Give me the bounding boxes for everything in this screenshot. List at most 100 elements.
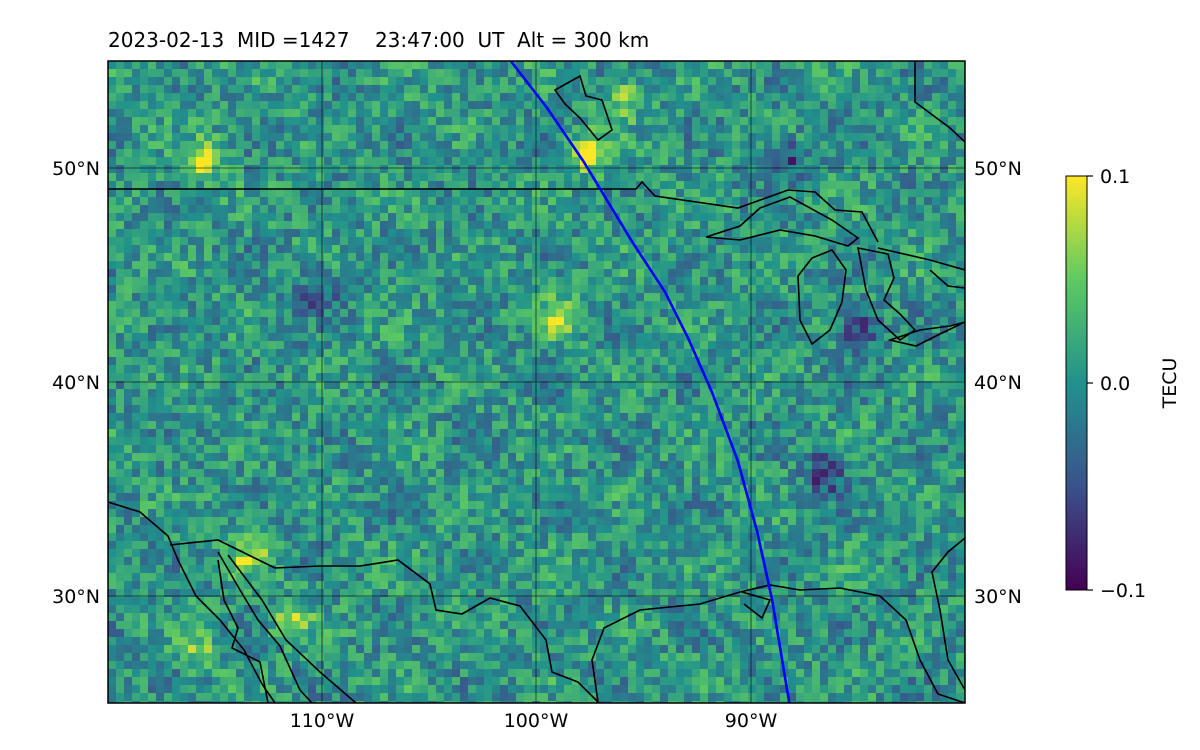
heatmap-cell xyxy=(308,357,317,366)
heatmap-cell xyxy=(404,261,413,270)
heatmap-cell xyxy=(132,133,141,142)
heatmap-cell xyxy=(500,301,509,310)
heatmap-cell xyxy=(460,421,469,430)
heatmap-cell xyxy=(940,381,949,390)
heatmap-cell xyxy=(932,405,941,414)
heatmap-cell xyxy=(340,245,349,254)
heatmap-cell xyxy=(780,357,789,366)
heatmap-cell xyxy=(116,269,125,278)
heatmap-cell xyxy=(148,237,157,246)
heatmap-cell xyxy=(740,149,749,158)
heatmap-cell xyxy=(132,157,141,166)
heatmap-cell xyxy=(836,397,845,406)
heatmap-cell xyxy=(276,373,285,382)
heatmap-cell xyxy=(644,213,653,222)
heatmap-cell xyxy=(420,165,429,174)
heatmap-cell xyxy=(228,381,237,390)
heatmap-cell xyxy=(588,389,597,398)
heatmap-cell xyxy=(412,325,421,334)
heatmap-cell xyxy=(324,277,333,286)
heatmap-cell xyxy=(748,277,757,286)
heatmap-cell xyxy=(124,341,133,350)
heatmap-cell xyxy=(204,325,213,334)
heatmap-cell xyxy=(596,61,605,70)
heatmap-cell xyxy=(820,109,829,118)
heatmap-cell xyxy=(636,85,645,94)
heatmap-cell xyxy=(948,197,957,206)
heatmap-cell xyxy=(500,93,509,102)
heatmap-cell xyxy=(580,61,589,70)
heatmap-cell xyxy=(220,189,229,198)
heatmap-cell xyxy=(804,93,813,102)
heatmap-cell xyxy=(892,109,901,118)
heatmap-cell xyxy=(132,349,141,358)
heatmap-cell xyxy=(508,301,517,310)
heatmap-cell xyxy=(652,421,661,430)
heatmap-cell xyxy=(268,261,277,270)
heatmap-cell xyxy=(436,61,445,70)
heatmap-cell xyxy=(580,221,589,230)
heatmap-cell xyxy=(572,101,581,110)
heatmap-cell xyxy=(108,205,117,214)
heatmap-cell xyxy=(780,221,789,230)
heatmap-cell xyxy=(548,333,557,342)
heatmap-cell xyxy=(140,189,149,198)
heatmap-cell xyxy=(340,165,349,174)
heatmap-cell xyxy=(788,405,797,414)
heatmap-cell xyxy=(396,93,405,102)
heatmap-cell xyxy=(316,341,325,350)
heatmap-cell xyxy=(300,333,309,342)
heatmap-cell xyxy=(404,197,413,206)
heatmap-cell xyxy=(276,261,285,270)
heatmap-cell xyxy=(364,205,373,214)
heatmap-cell xyxy=(628,317,637,326)
heatmap-cell xyxy=(692,205,701,214)
heatmap-cell xyxy=(340,301,349,310)
heatmap-cell xyxy=(420,349,429,358)
heatmap-cell xyxy=(940,229,949,238)
heatmap-cell xyxy=(932,229,941,238)
heatmap-cell xyxy=(444,381,453,390)
heatmap-cell xyxy=(180,317,189,326)
heatmap-cell xyxy=(116,277,125,286)
heatmap-cell xyxy=(884,189,893,198)
heatmap-cell xyxy=(564,333,573,342)
heatmap-cell xyxy=(132,237,141,246)
heatmap-cell xyxy=(860,381,869,390)
heatmap-cell xyxy=(676,197,685,206)
heatmap-cell xyxy=(356,229,365,238)
heatmap-cell xyxy=(916,133,925,142)
heatmap-cell xyxy=(452,149,461,158)
heatmap-cell xyxy=(460,149,469,158)
heatmap-cell xyxy=(428,61,437,70)
heatmap-cell xyxy=(900,213,909,222)
heatmap-cell xyxy=(644,373,653,382)
heatmap-cell xyxy=(940,285,949,294)
heatmap-cell xyxy=(572,293,581,302)
heatmap-cell xyxy=(820,309,829,318)
heatmap-cell xyxy=(780,117,789,126)
heatmap-cell xyxy=(484,237,493,246)
heatmap-cell xyxy=(188,397,197,406)
heatmap-cell xyxy=(436,237,445,246)
heatmap-cell xyxy=(692,277,701,286)
heatmap-cell xyxy=(916,61,925,70)
heatmap-cell xyxy=(644,229,653,238)
heatmap-cell xyxy=(220,69,229,78)
heatmap-cell xyxy=(380,117,389,126)
heatmap-cell xyxy=(780,93,789,102)
heatmap-cell xyxy=(740,333,749,342)
heatmap-cell xyxy=(316,181,325,190)
heatmap-cell xyxy=(628,149,637,158)
heatmap-cell xyxy=(764,325,773,334)
heatmap-cell xyxy=(276,341,285,350)
heatmap-cell xyxy=(932,341,941,350)
heatmap-cell xyxy=(708,69,717,78)
heatmap-cell xyxy=(732,181,741,190)
heatmap-cell xyxy=(164,213,173,222)
heatmap-cell xyxy=(644,117,653,126)
heatmap-cell xyxy=(620,237,629,246)
heatmap-cell xyxy=(852,373,861,382)
heatmap-cell xyxy=(668,117,677,126)
heatmap-cell xyxy=(220,325,229,334)
